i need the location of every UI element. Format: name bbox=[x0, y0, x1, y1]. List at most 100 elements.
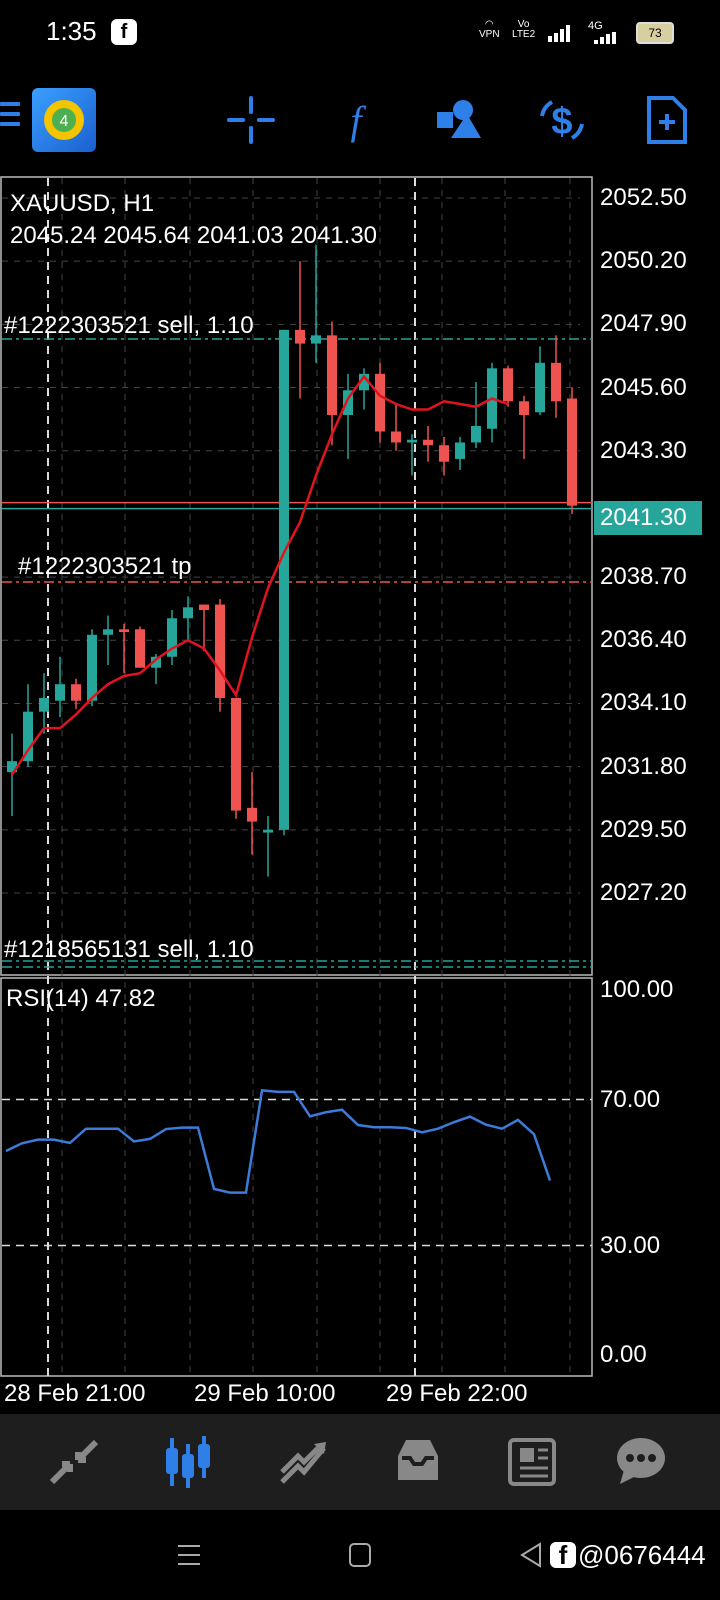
order-tp-label: #1222303521 tp bbox=[18, 553, 192, 580]
candle-body bbox=[71, 684, 81, 701]
candle-body bbox=[567, 398, 577, 506]
system-navigation bbox=[0, 1510, 720, 1600]
facebook-icon: f bbox=[550, 1542, 576, 1568]
order-sell-label-1: #1222303521 sell, 1.10 bbox=[4, 312, 254, 339]
candle-body bbox=[391, 431, 401, 443]
price-label: 2050.20 bbox=[600, 247, 687, 275]
back-icon[interactable] bbox=[520, 1542, 542, 1568]
vpn-icon: ◠ VPN bbox=[479, 19, 500, 40]
price-label: 2027.20 bbox=[600, 879, 687, 906]
facebook-notification-icon: f bbox=[111, 19, 137, 45]
candle-body bbox=[311, 335, 321, 344]
clock: 1:35 bbox=[46, 16, 97, 46]
vpn-label: VPN bbox=[479, 29, 500, 40]
svg-text:4: 4 bbox=[60, 113, 69, 130]
home-icon[interactable] bbox=[348, 1542, 372, 1568]
watermark-text: @0676444 bbox=[578, 1540, 706, 1570]
price-label: 2036.40 bbox=[600, 626, 687, 654]
price-label: 2034.10 bbox=[600, 689, 687, 717]
crosshair-icon[interactable] bbox=[225, 94, 277, 146]
price-label: 2045.60 bbox=[600, 373, 687, 401]
price-label: 2029.50 bbox=[600, 815, 687, 843]
order-sell-label-2: #1218565131 sell, 1.10 bbox=[4, 936, 254, 963]
function-icon[interactable]: f bbox=[330, 94, 382, 146]
news-icon[interactable] bbox=[506, 1436, 558, 1488]
price-label: 2038.70 bbox=[600, 563, 687, 591]
candle-body bbox=[119, 629, 129, 633]
volte-bottom: LTE2 bbox=[512, 29, 536, 40]
candle-body bbox=[439, 445, 449, 462]
status-bar: 1:35 f ◠ VPN Vo LTE2 4G 73 bbox=[0, 0, 720, 64]
candle-body bbox=[247, 807, 257, 822]
rsi-label: 30.00 bbox=[600, 1231, 661, 1259]
recent-apps-icon[interactable] bbox=[176, 1542, 202, 1568]
candle-body bbox=[407, 439, 417, 443]
candle-body bbox=[279, 329, 289, 830]
price-label: 2043.30 bbox=[600, 436, 687, 464]
rsi-chart-frame bbox=[0, 977, 593, 1377]
time-label-1: 28 Feb 21:00 bbox=[4, 1380, 146, 1407]
bottom-navigation bbox=[0, 1414, 720, 1510]
candle-body bbox=[39, 697, 49, 712]
battery-icon: 73 bbox=[636, 22, 674, 44]
app-logo: 4 bbox=[32, 88, 96, 152]
currency-icon[interactable]: $ bbox=[536, 94, 588, 146]
rsi-title: RSI(14) 47.82 bbox=[6, 985, 156, 1012]
signal-2-icon bbox=[594, 32, 616, 44]
candle-body bbox=[263, 829, 273, 833]
candle-body bbox=[103, 629, 113, 635]
candle-body bbox=[519, 401, 529, 416]
candle-body bbox=[167, 618, 177, 657]
history-icon[interactable] bbox=[392, 1436, 444, 1486]
candle-body bbox=[7, 761, 17, 773]
chart-grid bbox=[2, 178, 580, 1376]
candle-body bbox=[55, 684, 65, 701]
current-price-tag: 2041.30 bbox=[594, 501, 702, 535]
price-label: 2047.90 bbox=[600, 310, 687, 338]
new-order-icon[interactable] bbox=[641, 94, 693, 146]
candle-body bbox=[295, 329, 305, 344]
main-chart-frame bbox=[0, 176, 593, 976]
chart-icon[interactable] bbox=[162, 1434, 214, 1490]
rsi-label: 0.00 bbox=[600, 1341, 647, 1368]
trade-icon[interactable] bbox=[278, 1438, 330, 1486]
candle-body bbox=[87, 634, 97, 701]
objects-icon[interactable] bbox=[433, 94, 485, 146]
candle-body bbox=[423, 439, 433, 446]
network-type: 4G bbox=[588, 20, 603, 32]
moving-average-line bbox=[10, 374, 509, 776]
candle-body bbox=[503, 368, 513, 402]
candle-body bbox=[231, 697, 241, 811]
candle-body bbox=[375, 373, 385, 432]
candle-body bbox=[199, 604, 209, 611]
rsi-line bbox=[5, 1089, 552, 1194]
ohlc-label: 2045.24 2045.64 2041.03 2041.30 bbox=[10, 222, 378, 249]
price-label: 2031.80 bbox=[600, 752, 687, 780]
chat-icon[interactable] bbox=[614, 1434, 668, 1488]
time-label-2: 29 Feb 10:00 bbox=[194, 1380, 336, 1407]
candle-body bbox=[215, 604, 225, 698]
price-chart[interactable] bbox=[0, 0, 720, 1414]
price-label: 2052.50 bbox=[600, 184, 687, 211]
candle-body bbox=[183, 607, 193, 619]
candle-body bbox=[327, 335, 337, 416]
candle-body bbox=[551, 362, 561, 402]
rsi-label: 100.00 bbox=[600, 976, 674, 1003]
signal-icon bbox=[548, 25, 570, 42]
rsi-label: 70.00 bbox=[600, 1085, 661, 1113]
candle-body bbox=[135, 629, 145, 668]
watermark: f @0676444 bbox=[520, 1540, 706, 1571]
candle-body bbox=[359, 373, 369, 391]
menu-icon[interactable] bbox=[0, 102, 20, 132]
volte-top: Vo bbox=[517, 19, 530, 30]
quotes-icon[interactable] bbox=[48, 1438, 100, 1486]
candle-body bbox=[23, 711, 33, 762]
time-label-3: 29 Feb 22:00 bbox=[386, 1380, 528, 1407]
candle-body bbox=[343, 390, 353, 416]
volte-icon: Vo LTE2 bbox=[512, 20, 535, 40]
candle-body bbox=[471, 426, 481, 443]
candle-body bbox=[535, 362, 545, 413]
candle-body bbox=[151, 656, 161, 668]
candle-body bbox=[455, 442, 465, 459]
rsi-grid bbox=[2, 1098, 592, 1247]
